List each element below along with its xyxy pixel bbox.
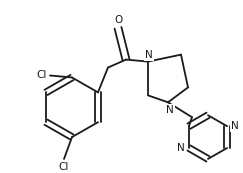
Text: Cl: Cl: [59, 162, 69, 172]
Text: N: N: [231, 121, 239, 131]
Text: N: N: [145, 50, 153, 60]
Text: N: N: [166, 105, 174, 115]
Text: Cl: Cl: [37, 70, 47, 80]
Text: O: O: [114, 15, 122, 25]
Text: N: N: [177, 143, 185, 153]
